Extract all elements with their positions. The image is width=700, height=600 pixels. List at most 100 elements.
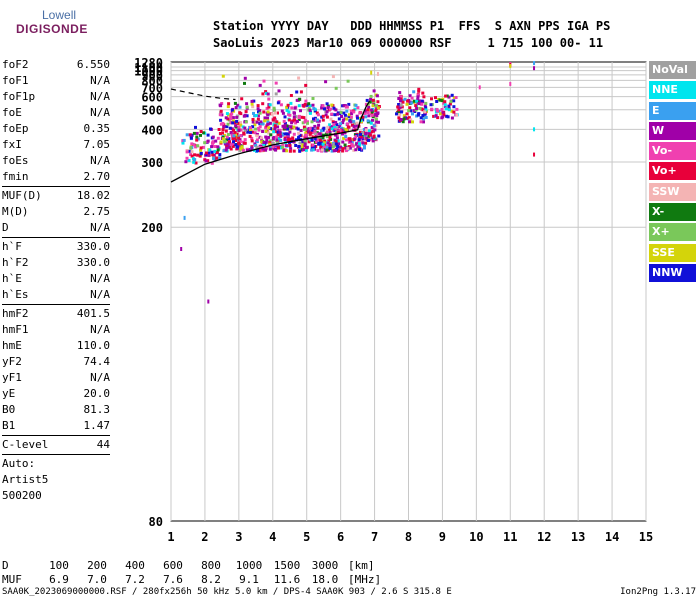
echo-point <box>261 102 265 106</box>
echo-point <box>294 144 298 147</box>
echo-point <box>233 121 237 125</box>
echo-point <box>304 148 308 152</box>
table-cell: 18.0 <box>311 573 339 586</box>
echo-point <box>234 124 238 128</box>
echo-point <box>221 137 225 141</box>
echo-point <box>311 143 315 147</box>
echo-point <box>258 125 262 129</box>
echo-point <box>193 158 197 162</box>
echo-point <box>330 127 334 131</box>
echo-point <box>248 134 252 138</box>
echo-point <box>359 134 363 138</box>
echo-point <box>273 120 277 124</box>
echo-point <box>190 150 194 154</box>
param-name: h`E <box>2 272 22 285</box>
echo-point <box>220 113 224 117</box>
echo-point <box>246 130 250 134</box>
echo-point <box>195 138 199 142</box>
echo-point <box>407 116 411 120</box>
echo-point <box>303 142 307 146</box>
legend-item-nnw: NNW <box>649 263 696 282</box>
param-row-group4-6: B0 81.3 <box>2 402 110 418</box>
echo-point <box>259 120 263 124</box>
echo-point <box>312 117 315 121</box>
echo-point <box>226 117 230 121</box>
echo-point <box>196 144 200 148</box>
legend-item-ssw: SSW <box>649 182 696 201</box>
echo-point <box>307 106 311 110</box>
echo-point <box>215 151 219 155</box>
param-value: 330.0 <box>76 256 110 269</box>
echo-point <box>415 99 419 103</box>
header-columns: Station YYYY DAY DDD HHMMSS P1 FFS S AXN… <box>213 19 611 33</box>
echo-point <box>297 135 301 139</box>
echo-point <box>316 126 320 130</box>
echo-point <box>421 114 425 117</box>
legend-item-nne: NNE <box>649 81 696 100</box>
echo-point <box>223 133 227 137</box>
echo-point <box>237 128 241 132</box>
echo-point <box>280 133 284 137</box>
table-cell: 7.0 <box>87 573 107 586</box>
echo-point <box>308 111 312 115</box>
echo-point <box>440 108 444 111</box>
echo-point <box>274 135 278 139</box>
table-cell: 3000 <box>311 559 339 572</box>
echo-point <box>363 144 366 148</box>
echo-point <box>314 137 318 141</box>
echo-point <box>359 140 363 144</box>
echo-point <box>189 146 193 150</box>
param-row-group3-1: h`F2 330.0 <box>2 255 110 271</box>
echo-point <box>313 131 317 135</box>
echo-point <box>367 114 371 118</box>
echo-point <box>423 110 427 114</box>
echo-point <box>221 74 225 78</box>
echo-point <box>401 120 405 124</box>
echo-point <box>275 121 279 125</box>
echo-point <box>311 148 315 152</box>
echo-point <box>332 142 336 146</box>
echo-point <box>180 247 183 251</box>
echo-point <box>260 149 264 153</box>
echo-point <box>452 99 456 103</box>
echo-point <box>259 136 263 140</box>
echo-point <box>206 133 210 137</box>
echo-point <box>250 146 254 150</box>
echo-point <box>333 125 337 128</box>
echo-point <box>187 158 191 162</box>
echo-point <box>231 142 235 146</box>
echo-point <box>219 140 223 144</box>
echo-point <box>365 136 369 140</box>
echo-point <box>352 148 356 152</box>
echo-point <box>283 126 287 130</box>
echo-point <box>304 131 308 135</box>
echo-point <box>230 108 234 112</box>
echo-point <box>421 108 425 112</box>
echo-point <box>356 116 359 120</box>
echo-point <box>302 116 306 120</box>
param-value: N/A <box>90 106 110 119</box>
echo-point <box>338 125 342 128</box>
echo-point <box>368 100 372 104</box>
echo-point <box>375 107 379 111</box>
echo-point <box>198 154 202 158</box>
param-name: hmE <box>2 339 22 352</box>
echo-point <box>189 134 193 138</box>
echo-point <box>423 104 427 108</box>
echo-point <box>242 141 246 145</box>
param-row-group3-3: h`Es N/A <box>2 287 110 303</box>
echo-point <box>288 143 292 147</box>
echo-point <box>294 121 298 125</box>
echo-point <box>415 114 419 118</box>
echo-point <box>317 141 321 145</box>
echo-point <box>301 146 304 150</box>
echo-point <box>364 141 368 145</box>
echo-point <box>328 143 332 147</box>
echo-point <box>316 118 319 122</box>
echo-point <box>354 103 358 107</box>
table-cell: 800 <box>201 559 221 572</box>
echo-point <box>324 132 328 136</box>
echo-point <box>320 148 324 152</box>
echo-point <box>252 111 255 115</box>
echo-point <box>308 104 312 108</box>
